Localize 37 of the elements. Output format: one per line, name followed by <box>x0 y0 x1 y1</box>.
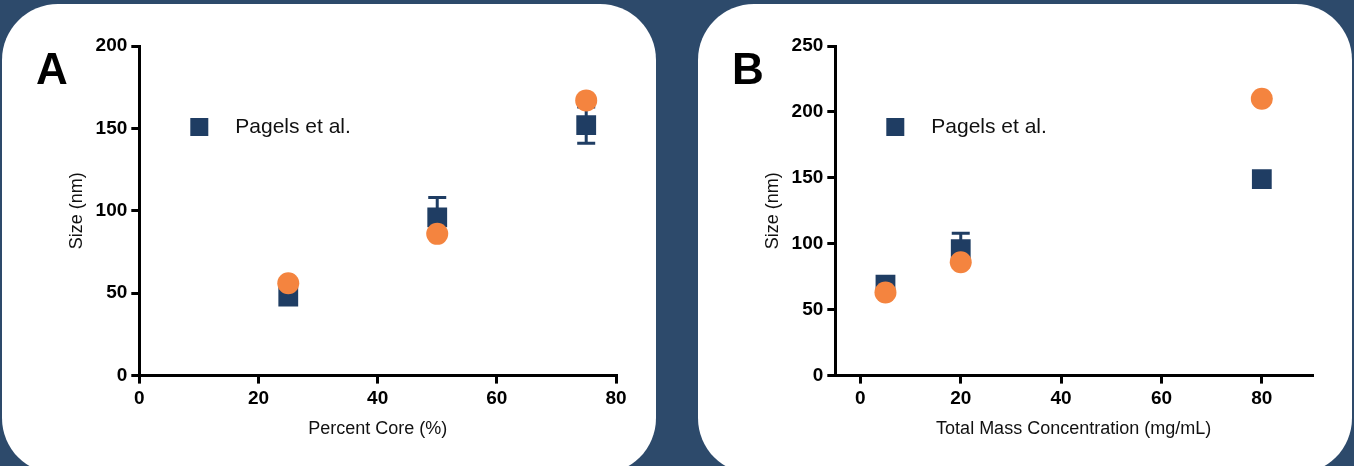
x-tick-label: 80 <box>1251 387 1273 409</box>
x-tick-label: 60 <box>486 387 508 409</box>
x-tick-label: 20 <box>950 387 972 409</box>
legend-label: Pagels et al. <box>235 113 351 137</box>
x-tick-label: 40 <box>367 387 389 409</box>
point <box>576 115 597 135</box>
x-tick-label: 0 <box>134 387 145 409</box>
legend-label: Pagels et al. <box>931 113 1047 137</box>
point <box>277 272 300 295</box>
x-tick-label: 60 <box>1150 387 1173 409</box>
y-tick-label: 0 <box>812 363 824 385</box>
chart-title: B <box>732 44 764 94</box>
x-tick-label: 80 <box>605 387 627 409</box>
y-axis-title: Size (nm) <box>65 172 86 250</box>
point <box>1251 169 1272 190</box>
y-tick-label: 250 <box>791 34 824 56</box>
y-tick-label: 150 <box>791 166 824 188</box>
y-tick-label: 100 <box>791 231 824 253</box>
point <box>426 222 449 245</box>
point <box>575 89 598 112</box>
x-tick-label: 40 <box>1050 387 1072 409</box>
chart-title: A <box>36 44 68 94</box>
y-tick-label: 200 <box>95 34 128 56</box>
y-tick-label: 50 <box>802 297 824 319</box>
point <box>1250 87 1273 110</box>
x-axis-title: Percent Core (%) <box>308 418 448 439</box>
point <box>949 251 972 274</box>
x-tick-label: 0 <box>855 387 866 409</box>
y-axis-title: Size (nm) <box>761 172 782 250</box>
y-tick-label: 50 <box>106 281 128 303</box>
x-tick-label: 20 <box>247 387 270 409</box>
y-tick-label: 100 <box>95 199 128 221</box>
x-axis-title: Total Mass Concentration (mg/mL) <box>936 418 1212 439</box>
y-tick-label: 200 <box>791 100 824 122</box>
y-tick-label: 0 <box>116 363 128 385</box>
y-tick-label: 150 <box>95 116 128 138</box>
point <box>874 281 897 304</box>
